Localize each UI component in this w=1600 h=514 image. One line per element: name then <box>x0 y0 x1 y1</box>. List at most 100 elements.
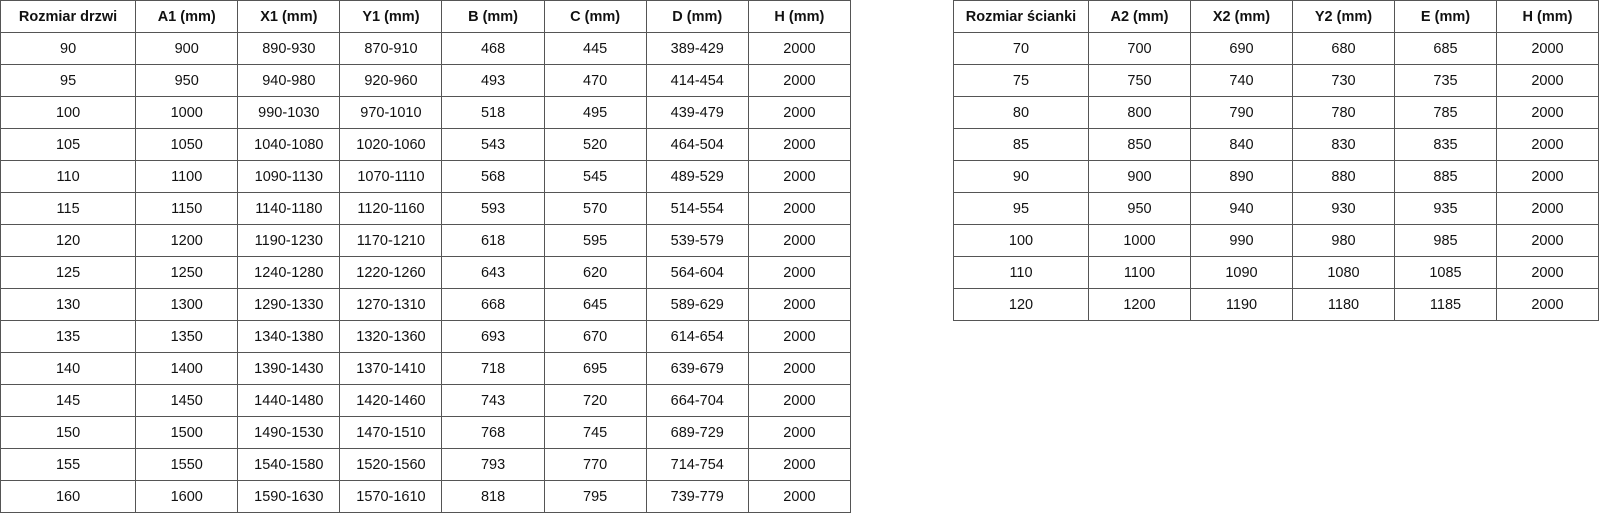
table-row: 120 1200 1190 1180 1185 2000 <box>953 288 1599 321</box>
table-cell: 1000 <box>1088 224 1191 257</box>
table-cell: 1090-1130 <box>237 160 341 193</box>
table-cell: 1490-1530 <box>237 416 341 449</box>
table-cell: 439-479 <box>645 96 749 129</box>
header-row: Rozmiar ścianki A2 (mm) X2 (mm) Y2 (mm) E (m… <box>953 0 1599 33</box>
table-cell: 464-504 <box>645 128 749 161</box>
table-cell: 1570-1610 <box>339 480 443 513</box>
table-cell: 130 <box>0 288 137 321</box>
table-cell: 680 <box>1292 32 1395 65</box>
table-cell: 970-1010 <box>339 96 443 129</box>
table-cell: 155 <box>0 448 137 481</box>
table-cell: 145 <box>0 384 137 417</box>
table-cell: 1270-1310 <box>339 288 443 321</box>
table-cell: 100 <box>953 224 1089 257</box>
table-cell: 1140-1180 <box>237 192 341 225</box>
table-cell: 730 <box>1292 64 1395 97</box>
table-cell: 900 <box>135 32 239 65</box>
table-cell: 990 <box>1190 224 1293 257</box>
table-cell: 389-429 <box>645 32 749 65</box>
table-cell: 1020-1060 <box>339 128 443 161</box>
column-header: A2 (mm) <box>1088 0 1191 33</box>
table-cell: 1550 <box>135 448 239 481</box>
table-row: 125 1250 1240-1280 1220-1260 643 620 564-604 20… <box>0 256 852 289</box>
table-cell: 1200 <box>1088 288 1191 321</box>
table-cell: 520 <box>543 128 647 161</box>
table-cell: 514-554 <box>645 192 749 225</box>
table-cell: 2000 <box>747 448 852 481</box>
table-cell: 414-454 <box>645 64 749 97</box>
table-cell: 935 <box>1394 192 1497 225</box>
table-cell: 135 <box>0 320 137 353</box>
table-cell: 890 <box>1190 160 1293 193</box>
table-cell: 840 <box>1190 128 1293 161</box>
table-cell: 880 <box>1292 160 1395 193</box>
table-cell: 714-754 <box>645 448 749 481</box>
column-header: H (mm) <box>747 0 852 33</box>
table-cell: 2000 <box>1496 256 1599 289</box>
column-header: D (mm) <box>645 0 749 33</box>
table-cell: 470 <box>543 64 647 97</box>
table-cell: 70 <box>953 32 1089 65</box>
table-cell: 940 <box>1190 192 1293 225</box>
table-row: 70 700 690 680 685 2000 <box>953 32 1599 65</box>
table-cell: 800 <box>1088 96 1191 129</box>
table-cell: 1520-1560 <box>339 448 443 481</box>
table-cell: 1400 <box>135 352 239 385</box>
table-cell: 818 <box>441 480 545 513</box>
table-cell: 1180 <box>1292 288 1395 321</box>
table-cell: 2000 <box>1496 96 1599 129</box>
table-cell: 668 <box>441 288 545 321</box>
table-cell: 160 <box>0 480 137 513</box>
table-row: 155 1550 1540-1580 1520-1560 793 770 714-754 20… <box>0 448 852 481</box>
table-cell: 593 <box>441 192 545 225</box>
door-size-table: Rozmiar drzwi A1 (mm) X1 (mm) Y1 (mm) B (mm)… <box>0 0 852 513</box>
wall-size-table: Rozmiar ścianki A2 (mm) X2 (mm) Y2 (mm) E (m… <box>953 0 1599 321</box>
table-cell: 743 <box>441 384 545 417</box>
table-cell: 618 <box>441 224 545 257</box>
table-cell: 1000 <box>135 96 239 129</box>
table-cell: 110 <box>0 160 137 193</box>
table-cell: 1040-1080 <box>237 128 341 161</box>
table-cell: 930 <box>1292 192 1395 225</box>
table-cell: 1470-1510 <box>339 416 443 449</box>
table-cell: 85 <box>953 128 1089 161</box>
table-cell: 100 <box>0 96 137 129</box>
table-cell: 2000 <box>747 480 852 513</box>
table-cell: 1340-1380 <box>237 320 341 353</box>
table-cell: 645 <box>543 288 647 321</box>
column-header: B (mm) <box>441 0 545 33</box>
table-cell: 1085 <box>1394 256 1497 289</box>
table-row: 95 950 940-980 920-960 493 470 414-454 2000 <box>0 64 852 97</box>
table-cell: 700 <box>1088 32 1191 65</box>
table-cell: 2000 <box>1496 128 1599 161</box>
table-cell: 950 <box>135 64 239 97</box>
table-cell: 739-779 <box>645 480 749 513</box>
table-row: 105 1050 1040-1080 1020-1060 543 520 464-504 20… <box>0 128 852 161</box>
table-cell: 2000 <box>747 160 852 193</box>
header-row: Rozmiar drzwi A1 (mm) X1 (mm) Y1 (mm) B (mm)… <box>0 0 852 33</box>
table-cell: 95 <box>953 192 1089 225</box>
table-cell: 920-960 <box>339 64 443 97</box>
table-cell: 105 <box>0 128 137 161</box>
table-cell: 1440-1480 <box>237 384 341 417</box>
table-cell: 689-729 <box>645 416 749 449</box>
table-cell: 595 <box>543 224 647 257</box>
table-row: 75 750 740 730 735 2000 <box>953 64 1599 97</box>
table-cell: 940-980 <box>237 64 341 97</box>
table-cell: 125 <box>0 256 137 289</box>
table-cell: 2000 <box>747 256 852 289</box>
table-cell: 890-930 <box>237 32 341 65</box>
table-cell: 495 <box>543 96 647 129</box>
table-cell: 643 <box>441 256 545 289</box>
table-cell: 620 <box>543 256 647 289</box>
table-cell: 1190-1230 <box>237 224 341 257</box>
column-header: A1 (mm) <box>135 0 239 33</box>
table-row: 110 1100 1090-1130 1070-1110 568 545 489-529 20… <box>0 160 852 193</box>
table-cell: 1120-1160 <box>339 192 443 225</box>
table-cell: 2000 <box>747 192 852 225</box>
table-cell: 1370-1410 <box>339 352 443 385</box>
table-cell: 745 <box>543 416 647 449</box>
table-cell: 2000 <box>747 416 852 449</box>
table-cell: 795 <box>543 480 647 513</box>
table-row: 140 1400 1390-1430 1370-1410 718 695 639-679 20… <box>0 352 852 385</box>
